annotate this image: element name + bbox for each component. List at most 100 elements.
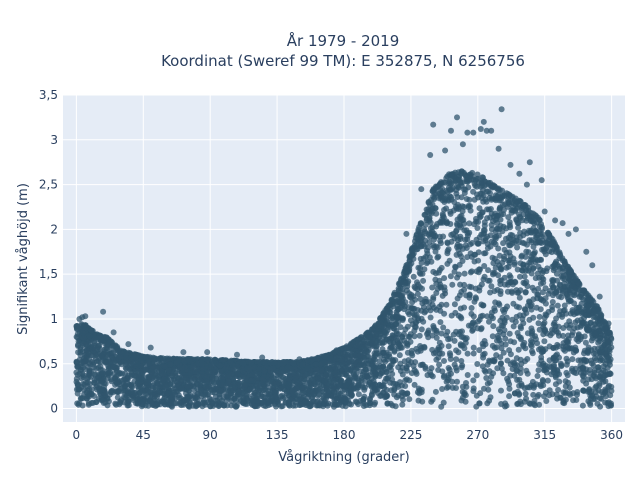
data-point	[530, 251, 537, 258]
data-point	[418, 259, 425, 266]
data-point	[553, 328, 560, 335]
data-point	[186, 403, 193, 410]
data-point	[588, 337, 595, 344]
data-point	[453, 228, 460, 235]
data-point	[358, 368, 364, 375]
data-point	[138, 403, 145, 410]
data-point	[511, 339, 518, 346]
data-point	[455, 271, 462, 278]
data-point	[498, 360, 504, 367]
data-point	[387, 363, 393, 369]
data-point	[408, 305, 415, 311]
data-point	[102, 399, 109, 406]
data-point	[347, 367, 354, 374]
data-point	[321, 378, 328, 385]
data-point	[98, 386, 105, 393]
data-point	[228, 402, 235, 409]
data-point	[480, 276, 487, 283]
data-point	[461, 270, 468, 277]
data-point	[443, 205, 450, 212]
data-point	[507, 361, 514, 368]
data-point	[418, 345, 425, 351]
data-point	[408, 260, 415, 267]
data-point	[552, 352, 559, 359]
data-point	[453, 356, 460, 363]
data-point	[540, 279, 547, 286]
data-point	[192, 368, 198, 375]
data-point	[167, 361, 174, 368]
data-point	[552, 374, 559, 381]
data-point	[376, 358, 383, 365]
data-point	[76, 386, 83, 393]
data-point	[456, 261, 463, 268]
data-point	[496, 301, 503, 308]
data-point	[505, 234, 512, 241]
data-point	[519, 267, 525, 274]
data-point	[583, 358, 590, 365]
data-point	[407, 338, 414, 345]
data-point	[529, 332, 536, 339]
data-point	[537, 256, 544, 263]
data-point	[577, 323, 584, 330]
data-point	[398, 275, 405, 282]
data-point	[514, 330, 521, 336]
data-point	[447, 335, 454, 342]
data-point	[481, 222, 488, 229]
data-point	[451, 199, 458, 205]
data-point	[132, 368, 139, 375]
data-point	[107, 389, 114, 396]
data-point	[457, 305, 464, 312]
data-point	[425, 327, 432, 334]
data-point	[73, 369, 80, 376]
data-point	[533, 304, 540, 311]
data-point	[225, 378, 232, 385]
data-point	[411, 333, 418, 340]
data-point	[463, 292, 470, 299]
data-point	[234, 370, 241, 377]
data-point	[93, 382, 100, 389]
data-point	[575, 331, 582, 338]
data-point	[486, 368, 493, 375]
data-point	[80, 340, 86, 347]
data-point	[569, 356, 576, 363]
data-point	[553, 315, 560, 322]
data-point	[529, 284, 536, 291]
data-point	[471, 258, 478, 265]
data-point	[413, 241, 420, 247]
data-point	[522, 390, 529, 397]
data-point	[311, 381, 318, 388]
data-point	[422, 221, 429, 228]
data-point	[443, 175, 450, 182]
data-point	[505, 214, 512, 221]
data-point	[605, 399, 612, 406]
data-point	[477, 183, 484, 190]
data-point	[515, 224, 522, 231]
data-point	[512, 195, 519, 202]
data-point	[556, 332, 562, 339]
data-point	[470, 385, 477, 392]
data-point	[447, 208, 454, 215]
data-point	[436, 303, 443, 310]
data-point	[606, 382, 612, 389]
data-point	[387, 345, 394, 352]
data-point	[520, 320, 527, 327]
data-point	[342, 371, 348, 378]
data-point	[588, 302, 595, 309]
data-point	[469, 240, 476, 246]
data-point	[403, 287, 410, 294]
data-point	[463, 335, 470, 342]
data-point	[597, 403, 604, 410]
data-point	[392, 403, 399, 410]
data-point	[255, 374, 261, 381]
data-point	[388, 297, 395, 304]
data-point	[530, 256, 536, 263]
data-point	[565, 345, 572, 352]
data-point	[222, 366, 229, 372]
data-point	[467, 269, 474, 276]
data-point	[440, 324, 447, 331]
data-point	[500, 370, 507, 377]
data-point	[432, 190, 439, 197]
data-point	[331, 377, 337, 384]
data-point	[391, 325, 398, 332]
data-point	[497, 354, 504, 361]
